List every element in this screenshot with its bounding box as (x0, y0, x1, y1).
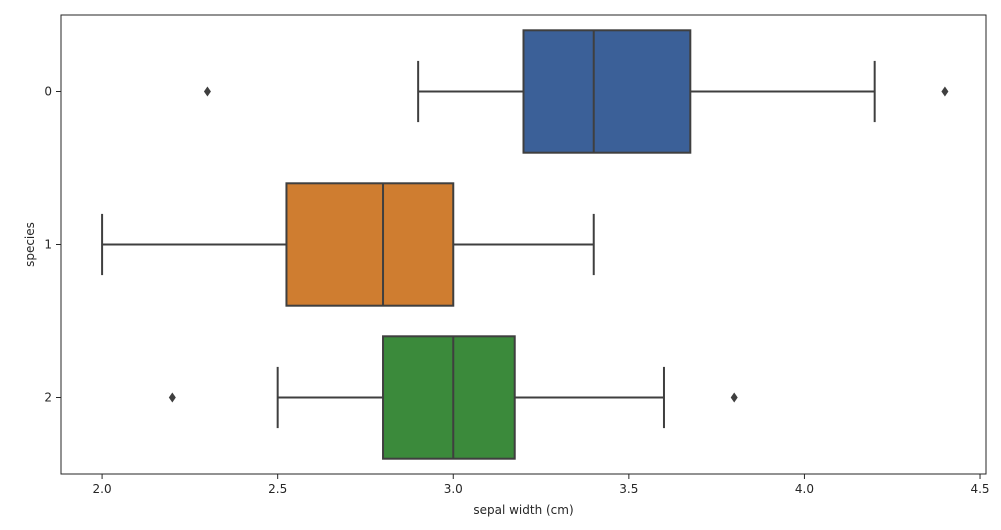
y-axis-ticks: 0 1 2 (44, 85, 61, 405)
outlier-point (730, 392, 738, 403)
x-tick-label: 3.0 (444, 482, 463, 496)
x-axis-label: sepal width (cm) (473, 503, 573, 517)
y-axis-label: species (23, 222, 37, 267)
y-tick-label: 2 (44, 391, 52, 405)
x-axis-ticks: 2.0 2.5 3.0 3.5 4.0 4.5 (93, 474, 990, 496)
x-tick-label: 3.5 (619, 482, 638, 496)
box (382, 335, 516, 460)
box-group-2 (168, 335, 738, 460)
outlier-point (203, 86, 211, 97)
y-tick-label: 1 (44, 238, 52, 252)
y-tick-label: 0 (44, 85, 52, 99)
x-tick-label: 4.5 (970, 482, 989, 496)
x-tick-label: 4.0 (795, 482, 814, 496)
outlier-point (941, 86, 949, 97)
plot-area (101, 29, 949, 460)
box (285, 182, 455, 307)
outlier-point (168, 392, 176, 403)
x-tick-label: 2.5 (268, 482, 287, 496)
box-group-0 (203, 29, 949, 154)
x-tick-label: 2.0 (93, 482, 112, 496)
box (522, 29, 692, 154)
box-group-1 (101, 182, 595, 307)
